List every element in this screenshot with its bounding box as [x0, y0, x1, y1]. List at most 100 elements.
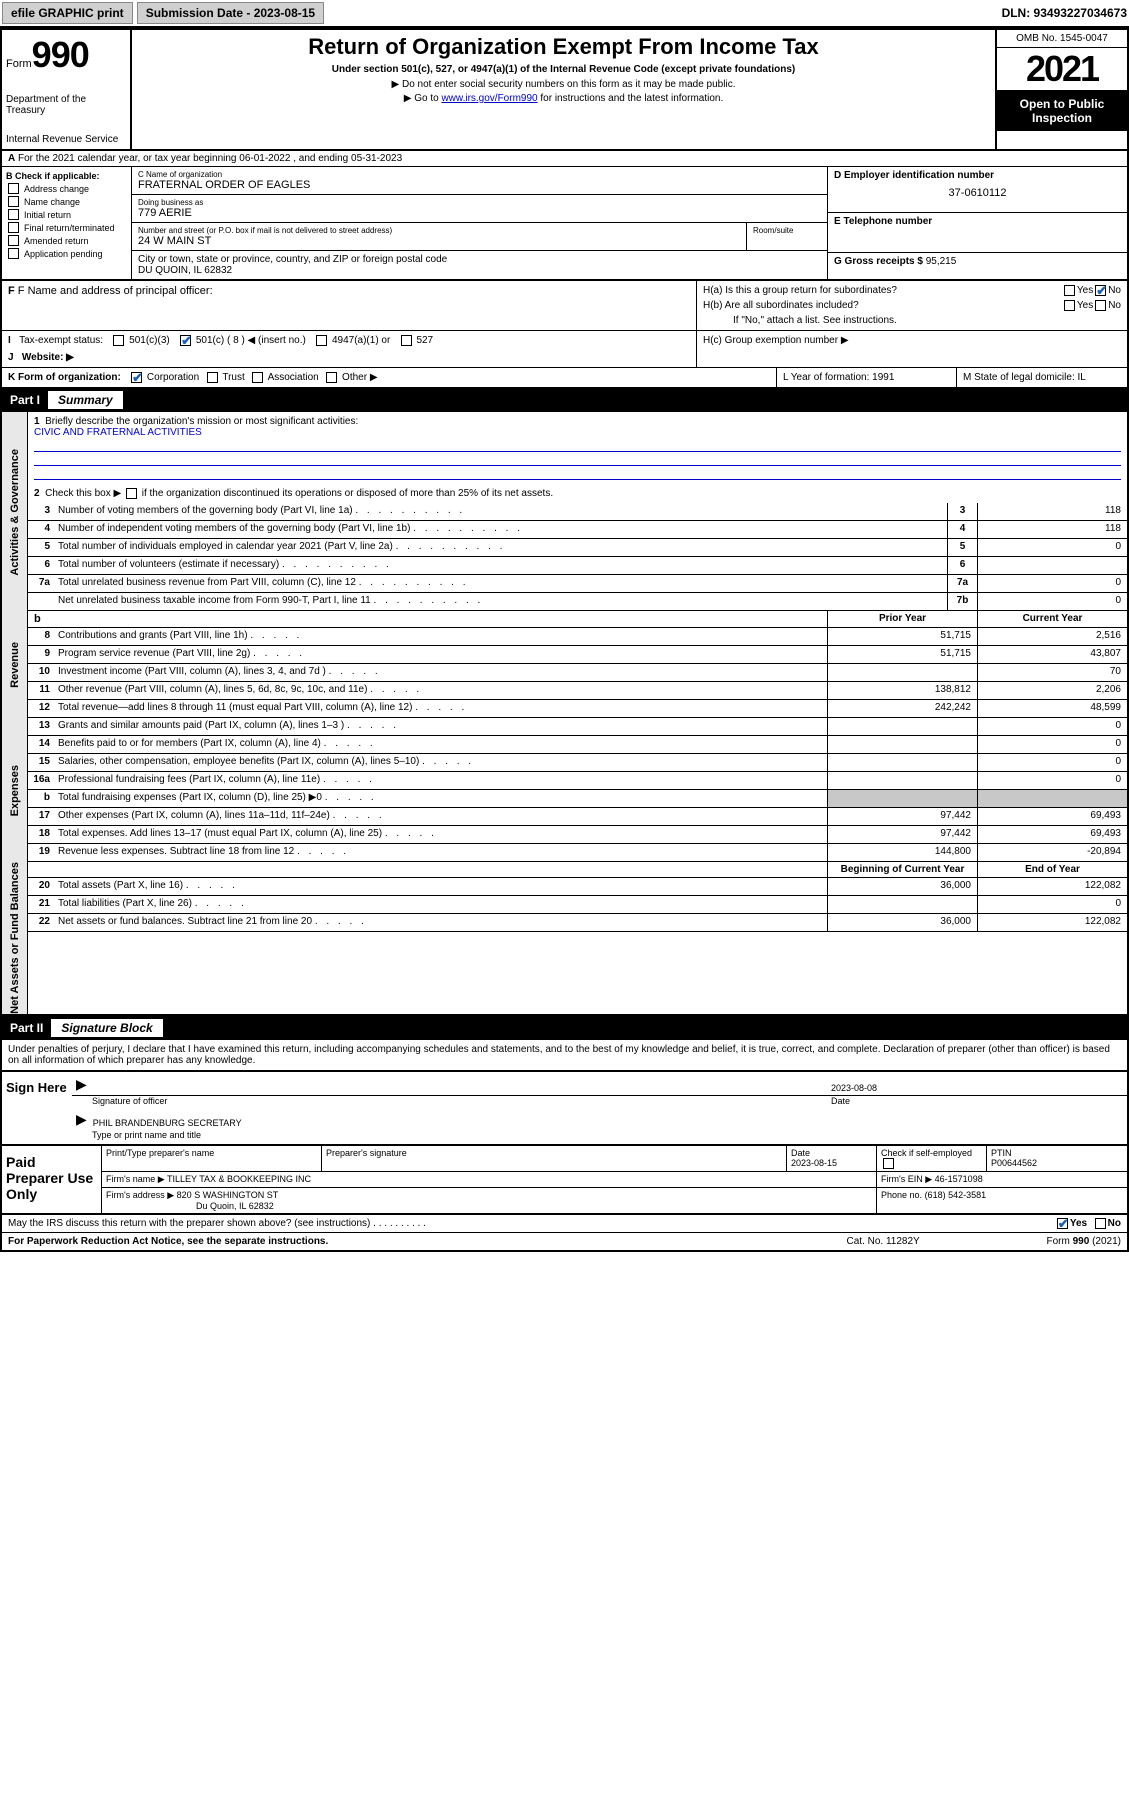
- mission-value: CIVIC AND FRATERNAL ACTIVITIES: [34, 427, 202, 438]
- section-b: B Check if applicable: Address change Na…: [2, 167, 132, 279]
- checkbox-527[interactable]: [401, 335, 412, 346]
- instructions-link[interactable]: www.irs.gov/Form990: [441, 93, 537, 104]
- submission-date-label: Submission Date - 2023-08-15: [137, 2, 324, 24]
- line-7b: Net unrelated business taxable income fr…: [28, 593, 1127, 611]
- checkbox-name-change[interactable]: [8, 196, 19, 207]
- paid-preparer-label: Paid Preparer Use Only: [2, 1146, 102, 1213]
- checkbox-ha-yes[interactable]: [1064, 285, 1075, 296]
- phone-label: E Telephone number: [834, 216, 1121, 227]
- street-label: Number and street (or P.O. box if mail i…: [138, 226, 740, 235]
- line-14: 14 Benefits paid to or for members (Part…: [28, 736, 1127, 754]
- ptin-value: P00644562: [991, 1158, 1123, 1168]
- col-prior-year: Prior Year: [827, 611, 977, 627]
- dba-value: 779 AERIE: [138, 207, 821, 219]
- line-18: 18 Total expenses. Add lines 13–17 (must…: [28, 826, 1127, 844]
- dept-label: Department of the Treasury: [6, 94, 126, 116]
- line-16a: 16a Professional fundraising fees (Part …: [28, 772, 1127, 790]
- checkbox-corp[interactable]: [131, 372, 142, 383]
- gross-receipts-value: 95,215: [926, 256, 957, 267]
- line-22: 22 Net assets or fund balances. Subtract…: [28, 914, 1127, 932]
- q2-label: Check this box ▶: [45, 488, 121, 499]
- line-7a: 7a Total unrelated business revenue from…: [28, 575, 1127, 593]
- line-15: 15 Salaries, other compensation, employe…: [28, 754, 1127, 772]
- row-a-tax-year: A For the 2021 calendar year, or tax yea…: [2, 151, 1127, 167]
- city-value: DU QUOIN, IL 62832: [138, 265, 821, 276]
- checkbox-self-employed[interactable]: [883, 1158, 894, 1169]
- form-footer: Form 990 (2021): [1047, 1236, 1121, 1247]
- org-name-label: C Name of organization: [138, 170, 821, 179]
- pra-notice: For Paperwork Reduction Act Notice, see …: [8, 1236, 847, 1247]
- top-toolbar: efile GRAPHIC print Submission Date - 20…: [0, 0, 1129, 28]
- sign-date-label: Date: [827, 1096, 1127, 1106]
- firm-phone: (618) 542-3581: [925, 1190, 987, 1200]
- firm-ein: 46-1571098: [935, 1174, 983, 1184]
- line-10: 10 Investment income (Part VIII, column …: [28, 664, 1127, 682]
- form-header: Form990 Department of the Treasury Inter…: [2, 30, 1127, 151]
- ein-label: D Employer identification number: [834, 170, 1121, 181]
- checkbox-discuss-yes[interactable]: [1057, 1218, 1068, 1229]
- checkbox-ha-no[interactable]: [1095, 285, 1106, 296]
- line-20: 20 Total assets (Part X, line 16) . . . …: [28, 878, 1127, 896]
- firm-ein-label: Firm's EIN ▶: [881, 1174, 932, 1184]
- checkbox-501c3[interactable]: [113, 335, 124, 346]
- checkbox-discuss-no[interactable]: [1095, 1218, 1106, 1229]
- cat-number: Cat. No. 11282Y: [847, 1236, 1047, 1247]
- line-11: 11 Other revenue (Part VIII, column (A),…: [28, 682, 1127, 700]
- line-6: 6 Total number of volunteers (estimate i…: [28, 557, 1127, 575]
- section-f-label: F F Name and address of principal office…: [8, 285, 690, 297]
- checkbox-amended[interactable]: [8, 235, 19, 246]
- side-net-assets: Net Assets or Fund Balances: [2, 862, 28, 1014]
- checkbox-hb-no[interactable]: [1095, 300, 1106, 311]
- checkbox-hb-yes[interactable]: [1064, 300, 1075, 311]
- hb-label: H(b) Are all subordinates included?: [703, 300, 1062, 311]
- checkbox-initial-return[interactable]: [8, 209, 19, 220]
- preparer-date: 2023-08-15: [791, 1158, 872, 1168]
- checkbox-trust[interactable]: [207, 372, 218, 383]
- dln-label: DLN: 93493227034673: [1002, 6, 1127, 20]
- line-8: 8 Contributions and grants (Part VIII, l…: [28, 628, 1127, 646]
- line-3: 3 Number of voting members of the govern…: [28, 503, 1127, 521]
- line-13: 13 Grants and similar amounts paid (Part…: [28, 718, 1127, 736]
- col-end-year: End of Year: [977, 862, 1127, 877]
- ha-label: H(a) Is this a group return for subordin…: [703, 285, 1062, 296]
- penalty-statement: Under penalties of perjury, I declare th…: [2, 1040, 1127, 1070]
- city-label: City or town, state or province, country…: [138, 254, 821, 265]
- checkbox-501c[interactable]: [180, 335, 191, 346]
- form-word: Form: [6, 58, 32, 70]
- form-subtitle: Under section 501(c), 527, or 4947(a)(1)…: [140, 64, 987, 75]
- checkbox-assoc[interactable]: [252, 372, 263, 383]
- sig-officer-label: Signature of officer: [72, 1096, 827, 1106]
- checkbox-other[interactable]: [326, 372, 337, 383]
- sign-here-label: Sign Here: [2, 1072, 72, 1144]
- checkbox-pending[interactable]: [8, 248, 19, 259]
- efile-button[interactable]: efile GRAPHIC print: [2, 2, 133, 24]
- gross-receipts-label: G Gross receipts $: [834, 256, 923, 267]
- firm-addr-label: Firm's address ▶: [106, 1190, 174, 1200]
- discuss-label: May the IRS discuss this return with the…: [8, 1218, 1055, 1229]
- preparer-name-label: Print/Type preparer's name: [106, 1148, 317, 1158]
- officer-name: PHIL BRANDENBURG SECRETARY: [93, 1118, 242, 1128]
- irs-label: Internal Revenue Service: [6, 134, 126, 145]
- org-name: FRATERNAL ORDER OF EAGLES: [138, 179, 821, 191]
- firm-city: Du Quoin, IL 62832: [106, 1201, 274, 1211]
- checkbox-4947[interactable]: [316, 335, 327, 346]
- officer-name-label: Type or print name and title: [72, 1130, 1127, 1144]
- year-formation: L Year of formation: 1991: [777, 368, 957, 387]
- hc-label: H(c) Group exemption number ▶: [703, 335, 1121, 346]
- part1-header: Part I Summary: [2, 388, 1127, 412]
- q1-label: Briefly describe the organization's miss…: [45, 416, 358, 427]
- checkbox-discontinued[interactable]: [126, 488, 137, 499]
- dba-label: Doing business as: [138, 198, 821, 207]
- tax-status-label: Tax-exempt status:: [19, 335, 103, 346]
- side-expenses: Expenses: [2, 718, 28, 862]
- checkbox-address-change[interactable]: [8, 183, 19, 194]
- tax-year: 2021: [997, 48, 1127, 91]
- col-beginning-year: Beginning of Current Year: [827, 862, 977, 877]
- side-governance: Activities & Governance: [2, 412, 28, 611]
- line-b: b Total fundraising expenses (Part IX, c…: [28, 790, 1127, 808]
- line-21: 21 Total liabilities (Part X, line 26) .…: [28, 896, 1127, 914]
- line-9: 9 Program service revenue (Part VIII, li…: [28, 646, 1127, 664]
- website-label: Website: ▶: [22, 352, 74, 363]
- part2-header: Part II Signature Block: [2, 1016, 1127, 1040]
- checkbox-final-return[interactable]: [8, 222, 19, 233]
